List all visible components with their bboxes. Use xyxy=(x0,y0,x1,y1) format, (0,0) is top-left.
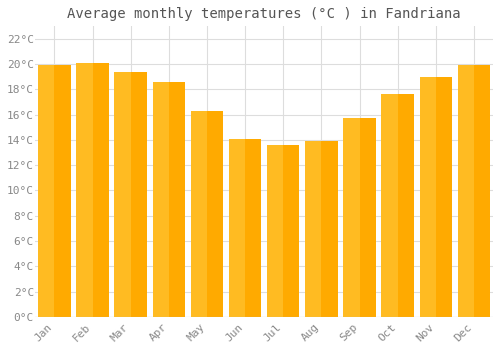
Bar xyxy=(152,82,185,317)
Bar xyxy=(382,94,398,317)
Bar xyxy=(305,141,338,317)
Bar xyxy=(229,139,245,317)
Title: Average monthly temperatures (°C ) in Fandriana: Average monthly temperatures (°C ) in Fa… xyxy=(68,7,461,21)
Bar xyxy=(152,82,169,317)
Bar xyxy=(382,94,414,317)
Bar xyxy=(114,72,130,317)
Bar xyxy=(191,111,207,317)
Bar xyxy=(38,65,54,317)
Bar xyxy=(420,77,436,317)
Bar xyxy=(420,77,452,317)
Bar xyxy=(229,139,262,317)
Bar xyxy=(76,63,92,317)
Bar xyxy=(305,141,322,317)
Bar xyxy=(76,63,109,317)
Bar xyxy=(344,119,359,317)
Bar xyxy=(267,145,283,317)
Bar xyxy=(38,65,70,317)
Bar xyxy=(458,65,490,317)
Bar xyxy=(267,145,300,317)
Bar xyxy=(458,65,474,317)
Bar xyxy=(114,72,147,317)
Bar xyxy=(191,111,223,317)
Bar xyxy=(344,119,376,317)
